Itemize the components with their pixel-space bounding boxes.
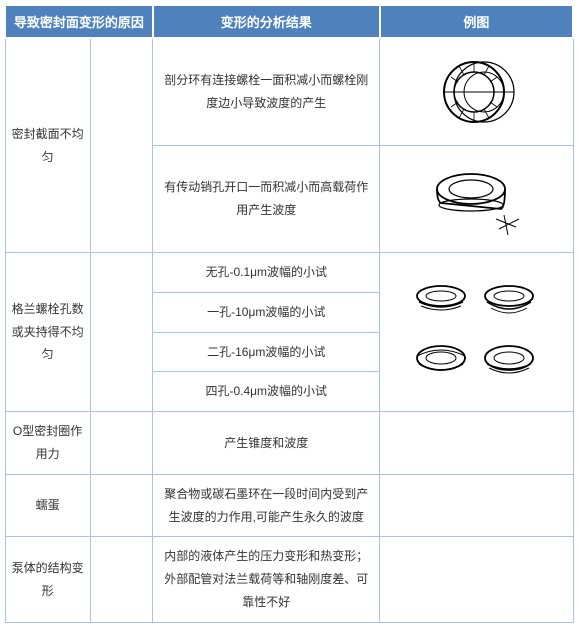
ring-front-icon <box>426 52 526 132</box>
analysis-two-hole: 二孔-16μm波幅的小试 <box>153 332 380 372</box>
table-row: 密封截面不均匀 剖分环有连接螺栓一面积减小而螺栓刚度边小导致波度的产生 <box>5 38 573 146</box>
table-row: O型密封圈作用力 产生锥度和波度 <box>5 412 573 475</box>
cause-bolt-holes: 格兰螺栓孔数或夹持得不均匀 <box>5 253 90 412</box>
diagram-four-rings <box>380 253 573 412</box>
analysis-pressure-thermal: 内部的液体产生的压力变形和热变形；外部配管对法兰载荷等和轴刚度差、可靠性不好 <box>153 537 380 622</box>
table-row: 泵体的结构变形 内部的液体产生的压力变形和热变形；外部配管对法兰载荷等和轴刚度差… <box>5 537 573 622</box>
header-cause: 导致密封面变形的原因 <box>5 5 153 38</box>
cause-sub-empty2 <box>90 253 152 412</box>
analysis-pin-hole: 有传动销孔开口一而积减小而高载荷作用产生波度 <box>153 146 380 253</box>
cause-pump-body: 泵体的结构变形 <box>5 537 90 622</box>
analysis-cone-wave: 产生锥度和波度 <box>153 412 380 475</box>
cause-sub-empty4 <box>90 474 152 537</box>
cause-sub-empty3 <box>90 412 152 475</box>
cause-uneven-section: 密封截面不均匀 <box>5 38 90 253</box>
table-row: 蠕蛋 聚合物或碳石墨环在一段时间内受到产生波度的力作用,可能产生永久的波度 <box>5 474 573 537</box>
analysis-four-hole: 四孔-0.4μm波幅的小试 <box>153 372 380 412</box>
diagram-ring-front <box>380 38 573 146</box>
cause-sub-empty5 <box>90 537 152 622</box>
header-row: 导致密封面变形的原因 变形的分析结果 例图 <box>5 5 573 38</box>
ring-tilt-icon <box>421 159 531 239</box>
diagram-empty3 <box>380 537 573 622</box>
analysis-one-hole: 一孔-10μm波幅的小试 <box>153 292 380 332</box>
diagram-empty2 <box>380 474 573 537</box>
cause-oring-force: O型密封圈作用力 <box>5 412 90 475</box>
diagram-empty1 <box>380 412 573 475</box>
table-row: 格兰螺栓孔数或夹持得不均匀 无孔-0.1μm波幅的小试 <box>5 253 573 293</box>
analysis-polymer: 聚合物或碳石墨环在一段时间内受到产生波度的力作用,可能产生永久的波度 <box>153 474 380 537</box>
cause-sub-empty <box>90 38 152 253</box>
analysis-no-hole: 无孔-0.1μm波幅的小试 <box>153 253 380 293</box>
diagram-ring-tilt <box>380 146 573 253</box>
four-rings-icon <box>401 272 551 392</box>
header-analysis: 变形的分析结果 <box>153 5 380 38</box>
seal-deformation-table: 导致密封面变形的原因 变形的分析结果 例图 密封截面不均匀 剖分环有连接螺栓一面… <box>4 4 574 623</box>
cause-creep: 蠕蛋 <box>5 474 90 537</box>
header-diagram: 例图 <box>380 5 573 38</box>
analysis-split-ring: 剖分环有连接螺栓一面积减小而螺栓刚度边小导致波度的产生 <box>153 38 380 146</box>
